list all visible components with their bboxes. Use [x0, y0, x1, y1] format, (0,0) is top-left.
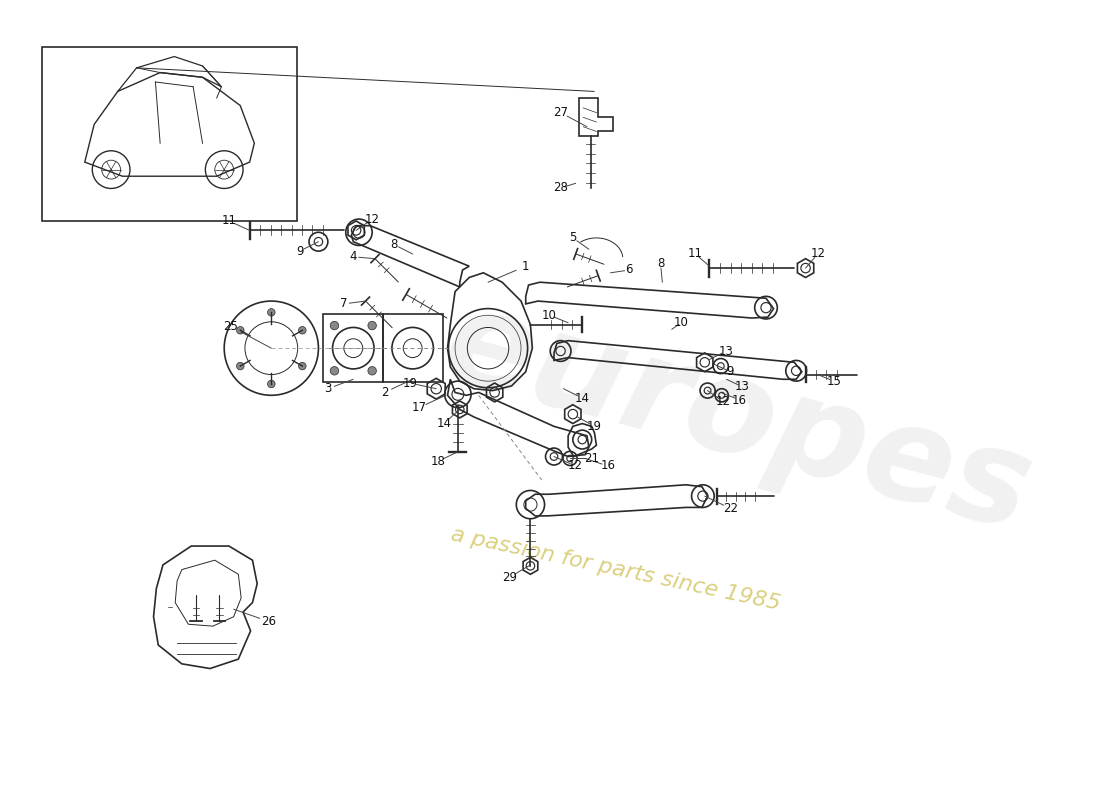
Text: 16: 16 [601, 459, 615, 473]
Text: 13: 13 [719, 345, 734, 358]
Text: 9: 9 [726, 366, 734, 378]
Text: 18: 18 [431, 454, 446, 468]
Bar [43, 46, 297, 221]
Text: 9: 9 [296, 245, 304, 258]
Circle shape [267, 309, 275, 316]
Text: 17: 17 [411, 401, 427, 414]
Text: 15: 15 [826, 374, 842, 388]
Text: 11: 11 [221, 214, 236, 227]
Circle shape [367, 322, 376, 330]
Text: 19: 19 [403, 377, 417, 390]
Text: 5: 5 [569, 231, 576, 245]
Text: 8: 8 [390, 238, 397, 251]
Text: 7: 7 [340, 298, 348, 310]
Text: 12: 12 [811, 247, 825, 261]
Circle shape [367, 366, 376, 375]
Text: 14: 14 [575, 392, 590, 405]
Text: 16: 16 [733, 394, 747, 406]
Text: 12: 12 [716, 395, 732, 408]
Text: 1: 1 [522, 260, 529, 273]
Text: 8: 8 [657, 257, 664, 270]
Text: 22: 22 [723, 502, 738, 515]
Text: 14: 14 [437, 417, 451, 430]
Circle shape [298, 362, 306, 370]
Text: 21: 21 [584, 452, 600, 465]
Circle shape [330, 322, 339, 330]
Circle shape [236, 326, 244, 334]
Text: 6: 6 [626, 263, 634, 277]
Circle shape [236, 362, 244, 370]
Text: 3: 3 [324, 382, 331, 395]
Text: 26: 26 [261, 615, 276, 628]
Text: 4: 4 [350, 250, 358, 263]
Text: 13: 13 [735, 380, 750, 394]
Text: a passion for parts since 1985: a passion for parts since 1985 [449, 525, 782, 614]
Text: 19: 19 [587, 420, 602, 433]
Circle shape [267, 380, 275, 388]
Text: 28: 28 [553, 182, 568, 194]
Circle shape [330, 366, 339, 375]
Text: 10: 10 [674, 316, 689, 330]
Text: 11: 11 [688, 247, 703, 261]
Text: 29: 29 [503, 570, 517, 584]
Text: 10: 10 [542, 309, 557, 322]
Text: 27: 27 [553, 106, 568, 119]
Text: europes: europes [430, 280, 1045, 558]
Circle shape [298, 326, 306, 334]
Text: 12: 12 [569, 459, 583, 473]
Text: 2: 2 [381, 386, 388, 399]
Text: 12: 12 [364, 213, 380, 226]
Text: 25: 25 [223, 320, 239, 333]
